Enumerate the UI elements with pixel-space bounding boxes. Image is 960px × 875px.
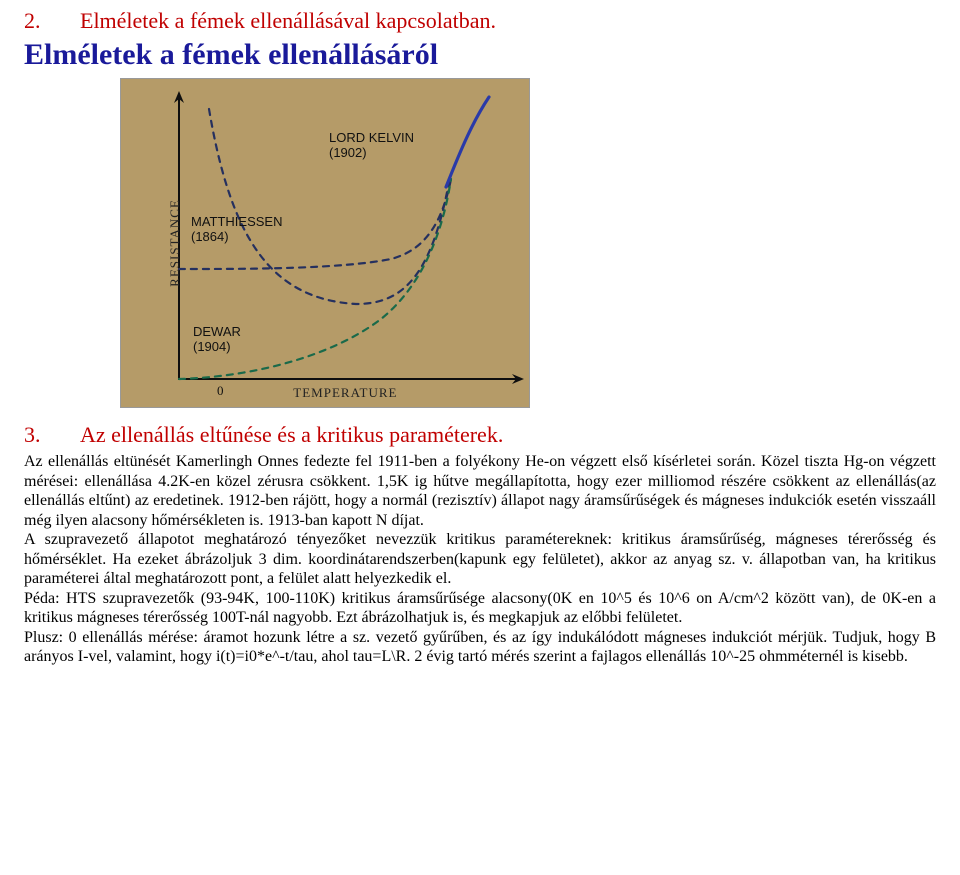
section-3-title: Az ellenállás eltűnése és a kritikus par… xyxy=(80,422,503,448)
section-2-number: 2. xyxy=(24,8,80,34)
chart-container: RESISTANCE TEMPERATURE 0 LORD KELVIN(190… xyxy=(120,78,936,408)
resistance-temperature-chart: RESISTANCE TEMPERATURE 0 LORD KELVIN(190… xyxy=(120,78,530,408)
paragraph-4: Plusz: 0 ellenállás mérése: áramot hozun… xyxy=(24,628,936,667)
curve-label-dewar: DEWAR(1904) xyxy=(193,325,241,355)
x-axis-label: TEMPERATURE xyxy=(293,385,397,401)
figure-title: Elméletek a fémek ellenállásáról xyxy=(24,38,936,72)
paragraph-2: A szupravezető állapotot meghatározó tén… xyxy=(24,530,936,589)
section-3-heading: 3. Az ellenállás eltűnése és a kritikus … xyxy=(24,422,936,448)
body-text: Az ellenállás eltünését Kamerlingh Onnes… xyxy=(24,452,936,667)
y-axis-label: RESISTANCE xyxy=(167,199,183,287)
section-2-title: Elméletek a fémek ellenállásával kapcsol… xyxy=(80,8,496,34)
section-3-number: 3. xyxy=(24,422,80,448)
curve-label-lord-kelvin: LORD KELVIN(1902) xyxy=(329,131,414,161)
paragraph-3: Péda: HTS szupravezetők (93-94K, 100-110… xyxy=(24,589,936,628)
paragraph-1: Az ellenállás eltünését Kamerlingh Onnes… xyxy=(24,452,936,530)
section-2-heading: 2. Elméletek a fémek ellenállásával kapc… xyxy=(24,8,936,34)
origin-zero-label: 0 xyxy=(217,383,224,399)
curve-label-matthiessen: MATTHIESSEN(1864) xyxy=(191,215,283,245)
